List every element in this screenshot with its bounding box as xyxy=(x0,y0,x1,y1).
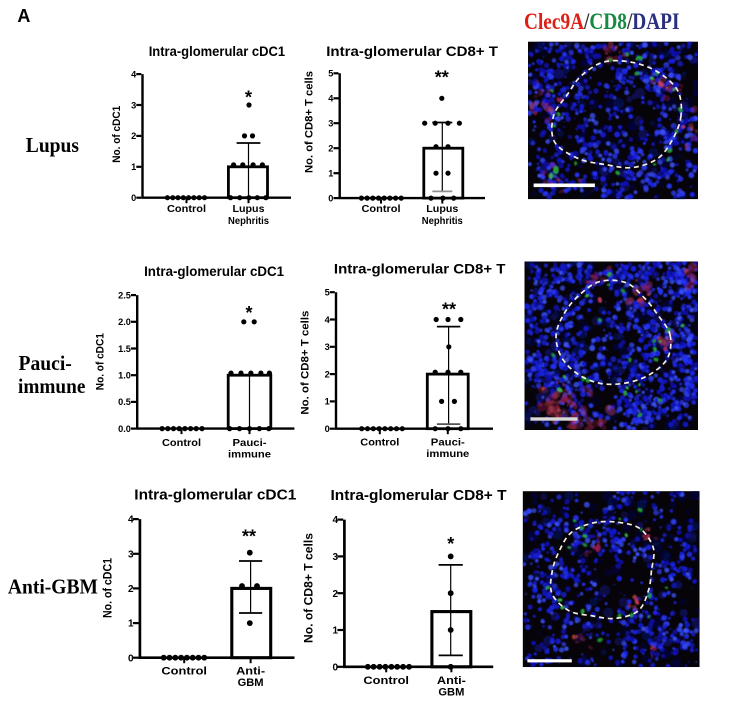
svg-text:Intra-glomerular CD8+ T: Intra-glomerular CD8+ T xyxy=(326,44,498,59)
svg-text:GBM: GBM xyxy=(438,687,464,699)
svg-text:3: 3 xyxy=(333,552,339,563)
svg-text:Nephritis: Nephritis xyxy=(422,216,463,227)
svg-text:2: 2 xyxy=(333,589,339,600)
svg-text:3: 3 xyxy=(325,342,330,352)
svg-text:Intra-glomerular cDC1: Intra-glomerular cDC1 xyxy=(134,487,297,504)
svg-text:No. of CD8+ T cells: No. of CD8+ T cells xyxy=(304,71,316,173)
svg-text:No. of cDC1: No. of cDC1 xyxy=(95,333,107,390)
svg-text:No. of CD8+ T cells: No. of CD8+ T cells xyxy=(300,311,312,415)
svg-text:A: A xyxy=(17,6,30,26)
svg-text:*: * xyxy=(245,88,252,108)
svg-text:Control: Control xyxy=(360,438,399,449)
svg-text:1: 1 xyxy=(128,619,134,630)
svg-text:immune: immune xyxy=(228,450,271,461)
svg-text:**: ** xyxy=(242,527,256,547)
svg-text:Nephritis: Nephritis xyxy=(228,216,269,227)
svg-text:Pauci-: Pauci- xyxy=(233,438,267,449)
svg-text:1.5: 1.5 xyxy=(118,344,131,354)
svg-text:0: 0 xyxy=(131,193,136,203)
svg-text:2: 2 xyxy=(131,131,136,141)
svg-text:**: ** xyxy=(435,68,449,88)
svg-text:**: ** xyxy=(442,299,456,319)
svg-text:Intra-glomerular cDC1: Intra-glomerular cDC1 xyxy=(149,44,286,59)
svg-text:1.0: 1.0 xyxy=(118,371,131,381)
svg-text:5: 5 xyxy=(325,288,330,298)
svg-text:4: 4 xyxy=(328,94,334,104)
svg-text:Control: Control xyxy=(161,665,207,677)
svg-text:2: 2 xyxy=(328,144,333,154)
svg-text:3: 3 xyxy=(328,119,333,129)
svg-text:2.0: 2.0 xyxy=(118,317,131,327)
svg-text:2.5: 2.5 xyxy=(118,290,131,300)
svg-text:Control: Control xyxy=(167,204,206,215)
svg-text:Intra-glomerular CD8+ T: Intra-glomerular CD8+ T xyxy=(334,262,506,277)
svg-text:Lupus: Lupus xyxy=(233,204,265,215)
svg-text:Lupus: Lupus xyxy=(26,133,79,157)
svg-text:3: 3 xyxy=(128,549,134,560)
svg-text:2: 2 xyxy=(325,369,330,379)
svg-text:Anti-GBM: Anti-GBM xyxy=(8,575,98,599)
svg-text:No. of cDC1: No. of cDC1 xyxy=(101,558,115,618)
svg-text:0: 0 xyxy=(325,424,330,434)
svg-text:0: 0 xyxy=(333,662,339,673)
svg-text:2: 2 xyxy=(128,584,134,595)
svg-text:GBM: GBM xyxy=(238,677,264,689)
svg-text:1: 1 xyxy=(325,397,330,407)
svg-text:Pauci-: Pauci- xyxy=(431,438,465,449)
svg-text:Intra-glomerular CD8+ T: Intra-glomerular CD8+ T xyxy=(331,487,508,504)
svg-text:Clec9A/CD8/DAPI: Clec9A/CD8/DAPI xyxy=(524,9,680,34)
svg-text:*: * xyxy=(245,303,252,323)
svg-text:immune: immune xyxy=(426,449,469,460)
svg-text:immune: immune xyxy=(18,374,85,398)
svg-text:5: 5 xyxy=(328,69,333,79)
svg-text:Anti-: Anti- xyxy=(437,675,466,687)
svg-text:Lupus: Lupus xyxy=(426,204,458,215)
svg-text:Pauci-: Pauci- xyxy=(19,351,72,375)
svg-text:Intra-glomerular cDC1: Intra-glomerular cDC1 xyxy=(144,264,284,279)
svg-text:4: 4 xyxy=(325,315,331,325)
svg-text:No. of CD8+ T cells: No. of CD8+ T cells xyxy=(302,533,316,643)
svg-text:4: 4 xyxy=(131,69,137,79)
svg-text:3: 3 xyxy=(131,100,136,110)
svg-text:0: 0 xyxy=(328,193,333,203)
svg-text:0.0: 0.0 xyxy=(118,424,131,434)
svg-text:1: 1 xyxy=(131,162,136,172)
svg-text:1: 1 xyxy=(333,626,339,637)
svg-text:Control: Control xyxy=(162,438,201,449)
svg-text:0.5: 0.5 xyxy=(118,397,131,407)
svg-text:Anti-: Anti- xyxy=(236,665,265,677)
svg-text:Control: Control xyxy=(362,204,401,215)
svg-text:4: 4 xyxy=(128,515,134,526)
svg-text:4: 4 xyxy=(333,515,339,526)
svg-text:Control: Control xyxy=(363,675,409,687)
svg-text:0: 0 xyxy=(128,653,134,664)
svg-text:1: 1 xyxy=(328,169,333,179)
svg-text:*: * xyxy=(447,534,454,554)
svg-text:No. of cDC1: No. of cDC1 xyxy=(111,106,123,163)
